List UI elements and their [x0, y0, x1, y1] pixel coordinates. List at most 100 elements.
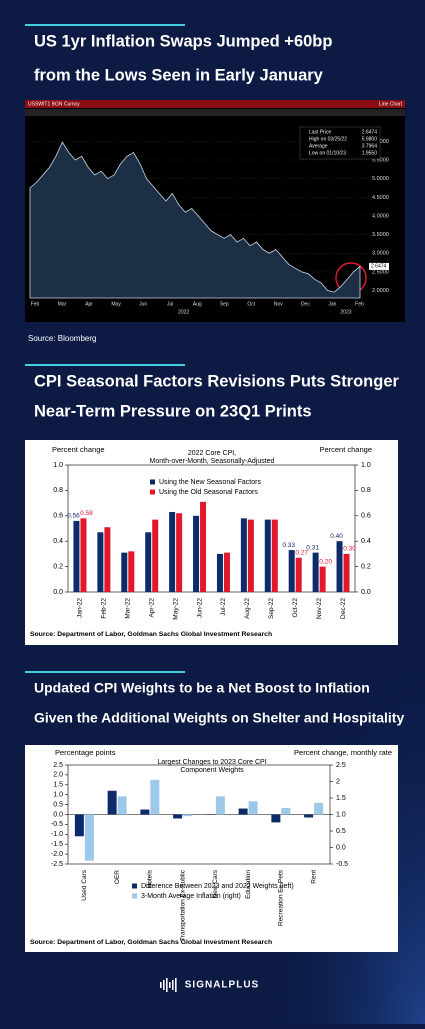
bar — [108, 791, 117, 815]
y2-tick-label: 0.0 — [361, 589, 371, 596]
bar — [145, 532, 151, 592]
y-tick-label: 2.0000 — [372, 288, 389, 294]
y2-tick-label: 1.0 — [361, 462, 371, 469]
chart-title: Component Weights — [180, 767, 244, 774]
bar — [241, 518, 247, 592]
y2-tick-label: 2.5 — [336, 762, 346, 769]
bar — [193, 516, 199, 592]
y-tick-label: 2.5000 — [372, 269, 389, 275]
data-label: 0.31 — [306, 544, 319, 551]
bar — [85, 815, 94, 861]
source: Source: Bloomberg — [28, 334, 96, 343]
data-label: 0.20 — [319, 558, 332, 565]
legend-label: Difference Between 2023 and 2022 Weights… — [141, 883, 294, 890]
logo-bar — [169, 982, 171, 988]
bar — [239, 809, 248, 815]
legend-label: High on 03/25/22 — [309, 136, 347, 142]
y2-axis-label: Percent change — [319, 445, 372, 454]
bar — [75, 815, 84, 837]
x-tick-label: Dec-22 — [340, 598, 347, 619]
year-label: 2023 — [340, 309, 351, 315]
x-tick-label: Jun — [139, 301, 147, 307]
data-label: 0.33 — [282, 542, 295, 549]
y2-tick-label: 0.2 — [361, 563, 371, 570]
legend-value: 3.7964 — [362, 143, 378, 149]
bar — [73, 521, 79, 592]
y-tick-label: 5.0000 — [372, 176, 389, 182]
x-tick-label: Jul — [167, 301, 173, 307]
bar — [152, 520, 158, 592]
x-tick-label: Apr — [85, 301, 93, 307]
y2-tick-label: 1.0 — [336, 811, 346, 818]
headline: Near-Term Pressure on 23Q1 Prints — [34, 402, 312, 420]
x-tick-label: Aug-22 — [244, 598, 251, 619]
x-tick-label: Jan-22 — [77, 598, 84, 618]
x-tick-label: Mar-22 — [125, 598, 132, 619]
x-tick-label: Sep — [220, 301, 229, 307]
footer: SIGNALPLUS — [185, 980, 259, 991]
legend-value: 2.6474 — [362, 129, 378, 135]
bar — [314, 803, 323, 815]
x-tick-label: Oct-22 — [292, 598, 299, 618]
last-price-label: 2.6474 — [371, 264, 387, 270]
y-tick-label: 0.2 — [53, 563, 63, 570]
y-tick-label: 0.0 — [53, 811, 63, 818]
year-label: 2022 — [178, 309, 189, 315]
logo-bar — [163, 980, 165, 990]
x-tick-label: Sep-22 — [268, 598, 275, 619]
bar — [121, 553, 127, 592]
bar — [320, 567, 326, 592]
x-tick-label: Jun-22 — [196, 598, 203, 618]
headline: Updated CPI Weights to be a Net Boost to… — [34, 680, 370, 696]
y-tick-label: -1.0 — [51, 831, 63, 838]
legend-label: Average — [309, 143, 328, 149]
bar — [200, 502, 206, 592]
logo-bar — [160, 982, 162, 988]
y2-tick-label: 0.8 — [361, 487, 371, 494]
bar — [281, 808, 290, 815]
y2-tick-label: 0.6 — [361, 513, 371, 520]
y2-tick-label: 2 — [336, 778, 340, 785]
x-tick-label: Aug — [193, 301, 202, 307]
bar — [313, 553, 319, 592]
y2-tick-label: -0.5 — [336, 861, 348, 868]
chart-title: 2022 Core CPI, — [188, 450, 236, 457]
x-tick-label: Jan — [328, 301, 336, 307]
bar — [176, 513, 182, 592]
x-tick-label: Used Cars — [81, 869, 88, 900]
y-tick-label: 0.6 — [53, 513, 63, 520]
y2-tick-label: 1.5 — [336, 795, 346, 802]
bar — [169, 512, 175, 592]
data-label: 0.58 — [80, 510, 93, 517]
y2-axis-label: Percent change, monthly rate — [294, 748, 392, 757]
x-tick-label: Rent — [310, 870, 317, 884]
legend-label: Low on 01/10/23 — [309, 150, 346, 156]
bloomberg-header — [25, 100, 405, 108]
y-tick-label: 4.0000 — [372, 213, 389, 219]
bar — [80, 518, 86, 592]
y-tick-label: 2.0 — [53, 772, 63, 779]
logo-bar — [166, 978, 168, 992]
bar — [289, 550, 295, 592]
legend-value: 1.9550 — [362, 150, 378, 156]
source: Source: Department of Labor, Goldman Sac… — [30, 631, 272, 638]
x-tick-label: Mar — [58, 301, 67, 307]
bar — [344, 554, 350, 592]
y-tick-label: -2.5 — [51, 861, 63, 868]
bar — [296, 558, 302, 592]
panel-header: Line Chart — [379, 101, 403, 107]
y-tick-label: 0.0 — [53, 589, 63, 596]
x-tick-label: Feb-22 — [101, 598, 108, 619]
logo-bar — [175, 978, 177, 992]
data-label: 0.40 — [330, 533, 343, 540]
y-tick-label: 1.5 — [53, 782, 63, 789]
legend-swatch — [150, 490, 155, 495]
y-tick-label: -2.0 — [51, 851, 63, 858]
y2-tick-label: 0.4 — [361, 538, 371, 545]
y-tick-label: -0.5 — [51, 821, 63, 828]
bar — [150, 780, 159, 815]
headline: Given the Additional Weights on Shelter … — [34, 710, 404, 726]
legend-swatch — [132, 884, 137, 889]
